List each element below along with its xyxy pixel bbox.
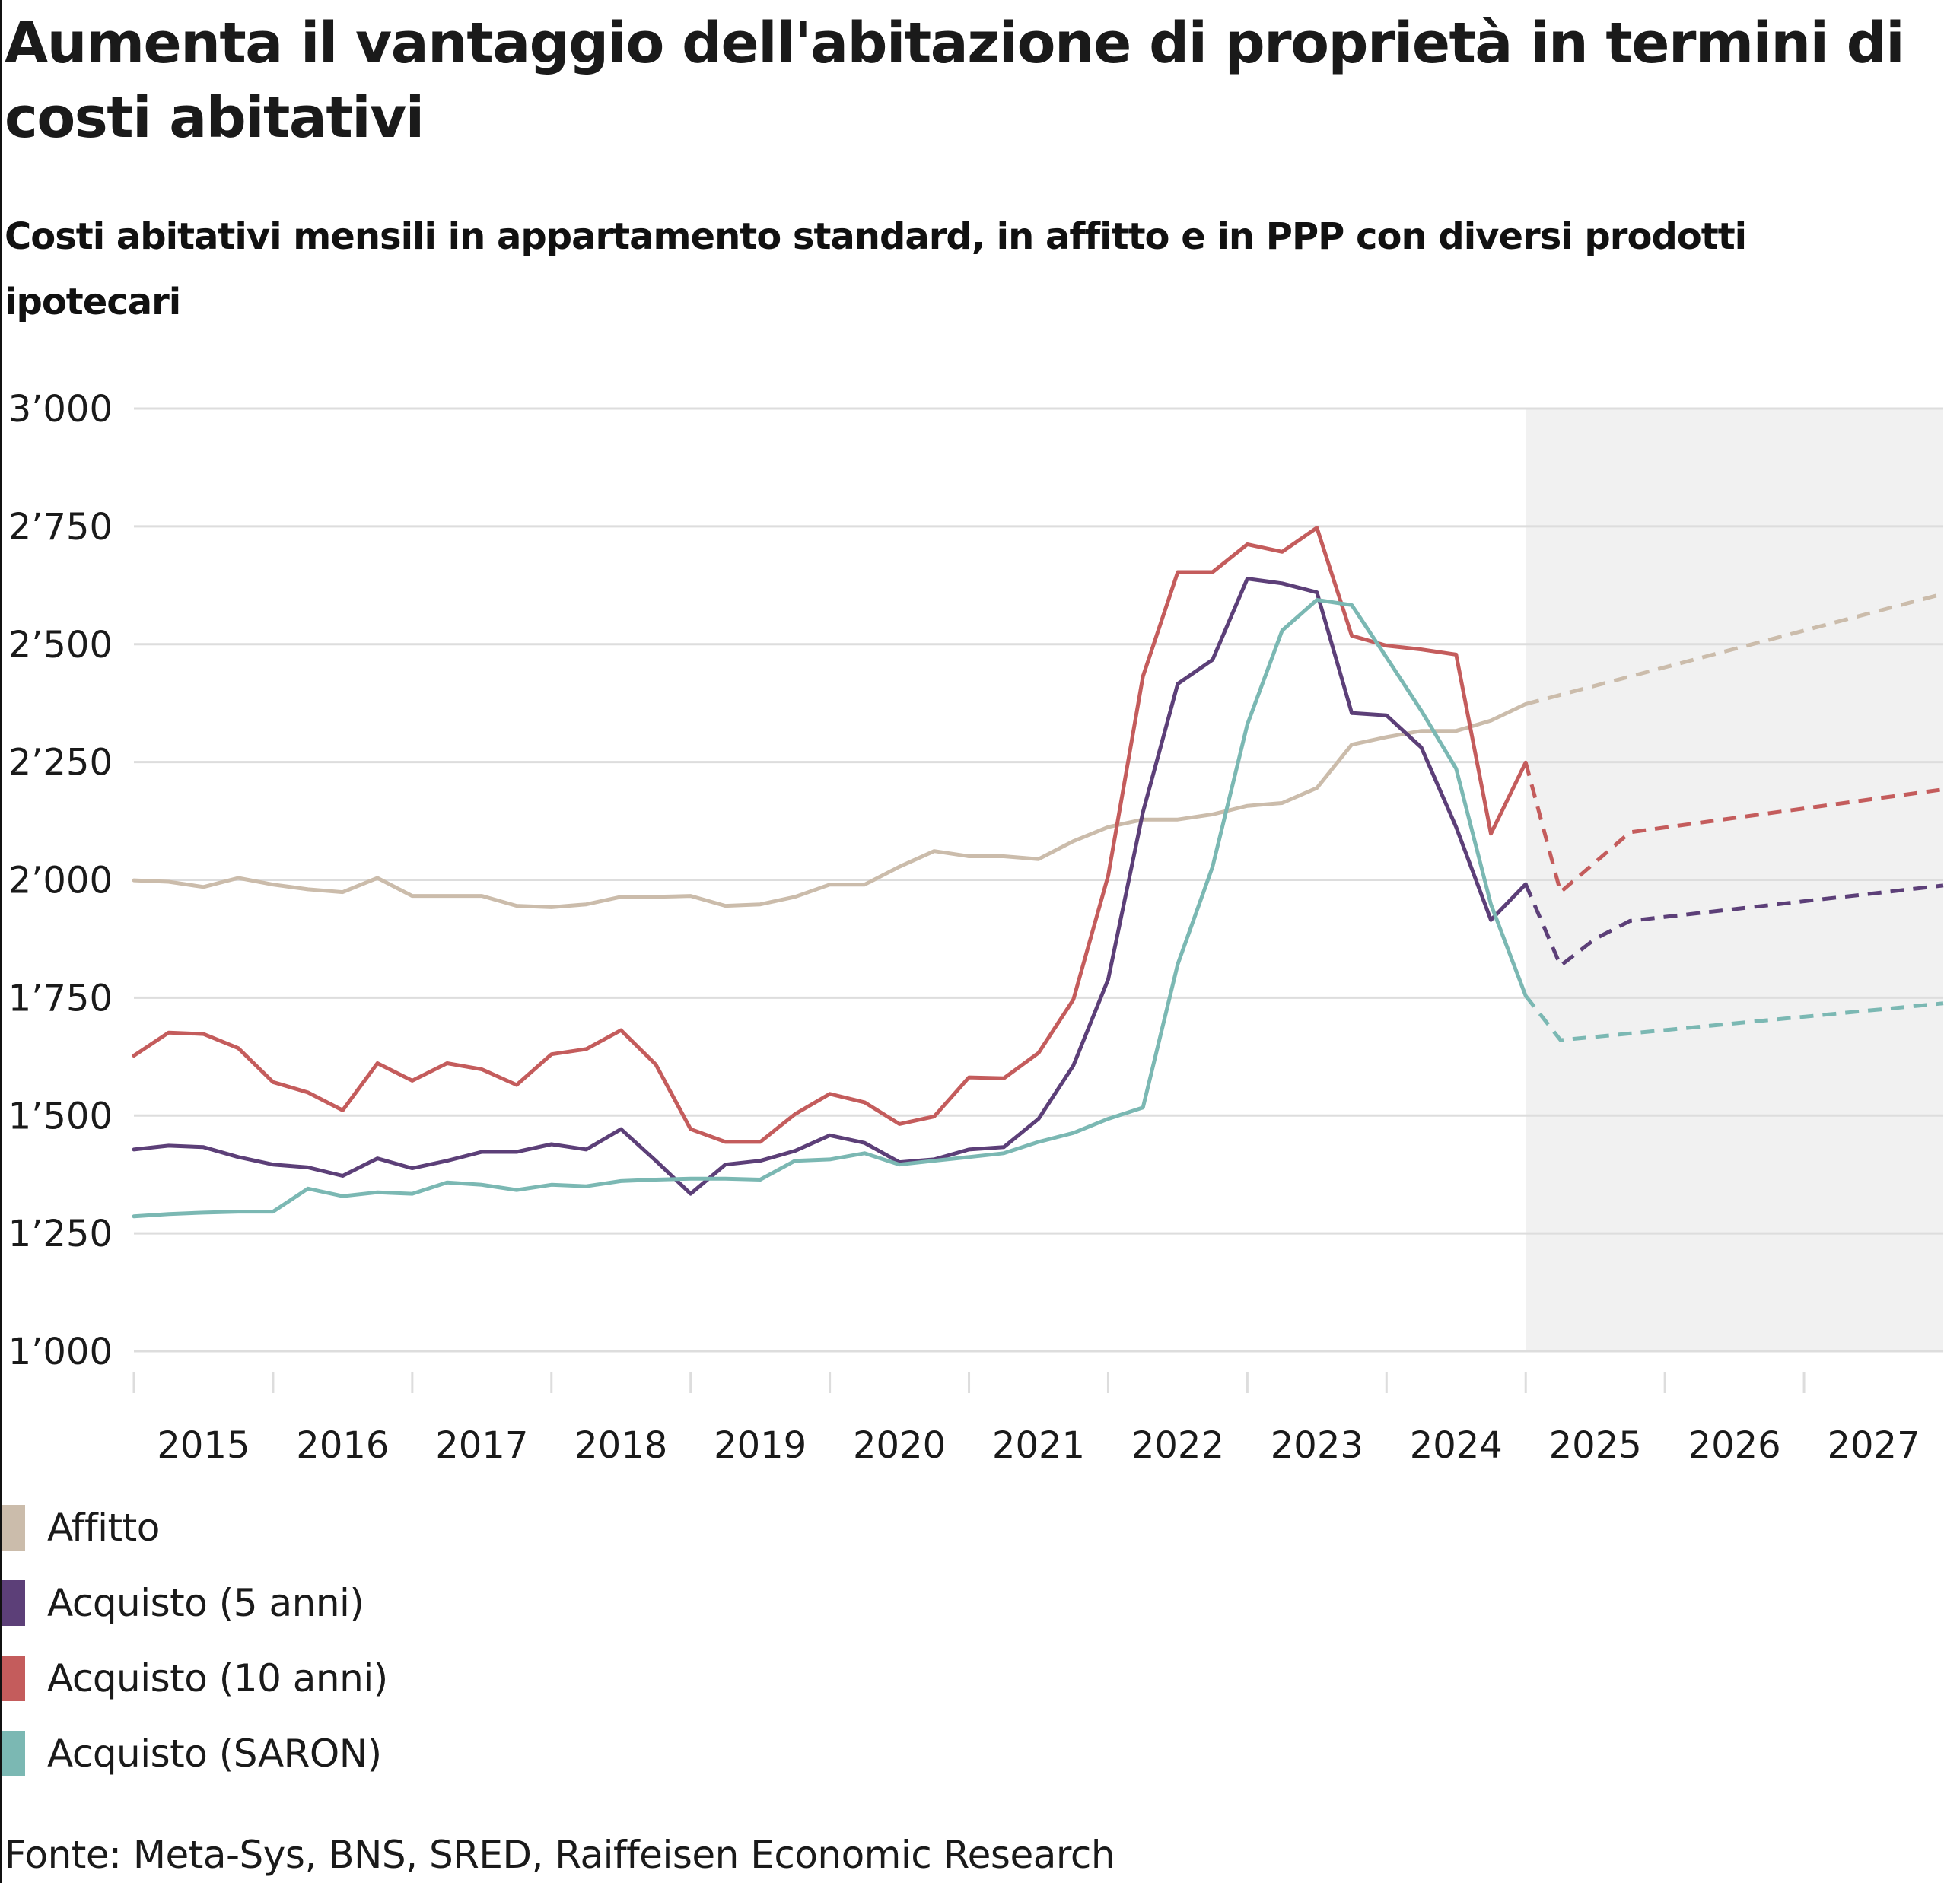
legend-item-acquisto-10-anni[interactable]: Acquisto (10 anni) [0, 1656, 685, 1701]
y-tick-label: 2’500 [8, 624, 113, 666]
series-line-acquisto-5-anni [132, 577, 1528, 1196]
x-tick-label: 2017 [435, 1424, 528, 1467]
y-tick-label: 1’000 [8, 1331, 113, 1373]
y-tick-label: 2’250 [8, 742, 113, 784]
series-line-affitto [132, 701, 1528, 909]
x-tick-label: 2021 [992, 1424, 1085, 1467]
forecast-line-acquisto-saron [1524, 994, 1944, 1042]
y-tick-label: 3’000 [8, 388, 113, 431]
y-tick-label: 1’250 [8, 1213, 113, 1255]
x-tick-label: 2018 [574, 1424, 667, 1467]
y-tick-label: 2’750 [8, 506, 113, 549]
y-axis: 1’000 1’250 1’500 1’750 2’000 2’250 2’500 2’750… [8, 388, 113, 1373]
x-axis: 2015 2016 2017 2018 2019 2020 2021 2022 2023 2024… [132, 1372, 1920, 1467]
chart-subtitle: Costi abitativi mensili in appartamento … [5, 215, 1747, 323]
x-tick-label: 2024 [1410, 1424, 1503, 1467]
gridlines [134, 407, 1943, 1353]
legend-swatch [2, 1656, 25, 1701]
x-tick-label: 2022 [1131, 1424, 1224, 1467]
series-line-acquisto-saron [132, 598, 1528, 1219]
x-tick-label: 2023 [1271, 1424, 1363, 1467]
legend-swatch [2, 1580, 25, 1626]
legend-item-acquisto-saron[interactable]: Acquisto (SARON) [0, 1731, 685, 1776]
legend-swatch [2, 1731, 25, 1776]
source-note: Fonte: Meta-Sys, BNS, SRED, Raiffeisen E… [5, 1833, 1115, 1877]
x-tick-label: 2019 [714, 1424, 807, 1467]
legend-item-affitto[interactable]: Affitto [0, 1505, 685, 1551]
x-tick-label: 2026 [1688, 1424, 1781, 1467]
forecast-line-affitto [1525, 592, 1944, 706]
x-tick-label: 2025 [1549, 1424, 1642, 1467]
legend-item-acquisto-5-anni[interactable]: Acquisto (5 anni) [0, 1580, 685, 1626]
legend-swatch [2, 1505, 25, 1551]
y-tick-label: 1’750 [8, 977, 113, 1019]
legend-label: Affitto [47, 1506, 160, 1550]
forecast-line-acquisto-5-anni [1523, 883, 1944, 968]
legend-label: Acquisto (5 anni) [47, 1581, 364, 1625]
left-border-rule [0, 0, 2, 1883]
chart-title: Aumenta il vantaggio dell'abitazione di … [5, 11, 1905, 151]
x-tick-label: 2027 [1827, 1424, 1920, 1467]
legend-label: Acquisto (10 anni) [47, 1656, 388, 1700]
line-chart: 1’000 1’250 1’500 1’750 2’000 2’250 2’500 2’750… [8, 388, 1944, 1467]
x-tick-label: 2016 [296, 1424, 389, 1467]
legend-label: Acquisto (SARON) [47, 1732, 382, 1776]
x-tick-label: 2020 [853, 1424, 946, 1467]
x-tick-label: 2015 [157, 1424, 250, 1467]
series-line-acquisto-10-anni [132, 526, 1528, 1144]
y-tick-label: 1’500 [8, 1095, 113, 1137]
y-tick-label: 2’000 [8, 860, 113, 902]
series-lines [132, 526, 1944, 1219]
